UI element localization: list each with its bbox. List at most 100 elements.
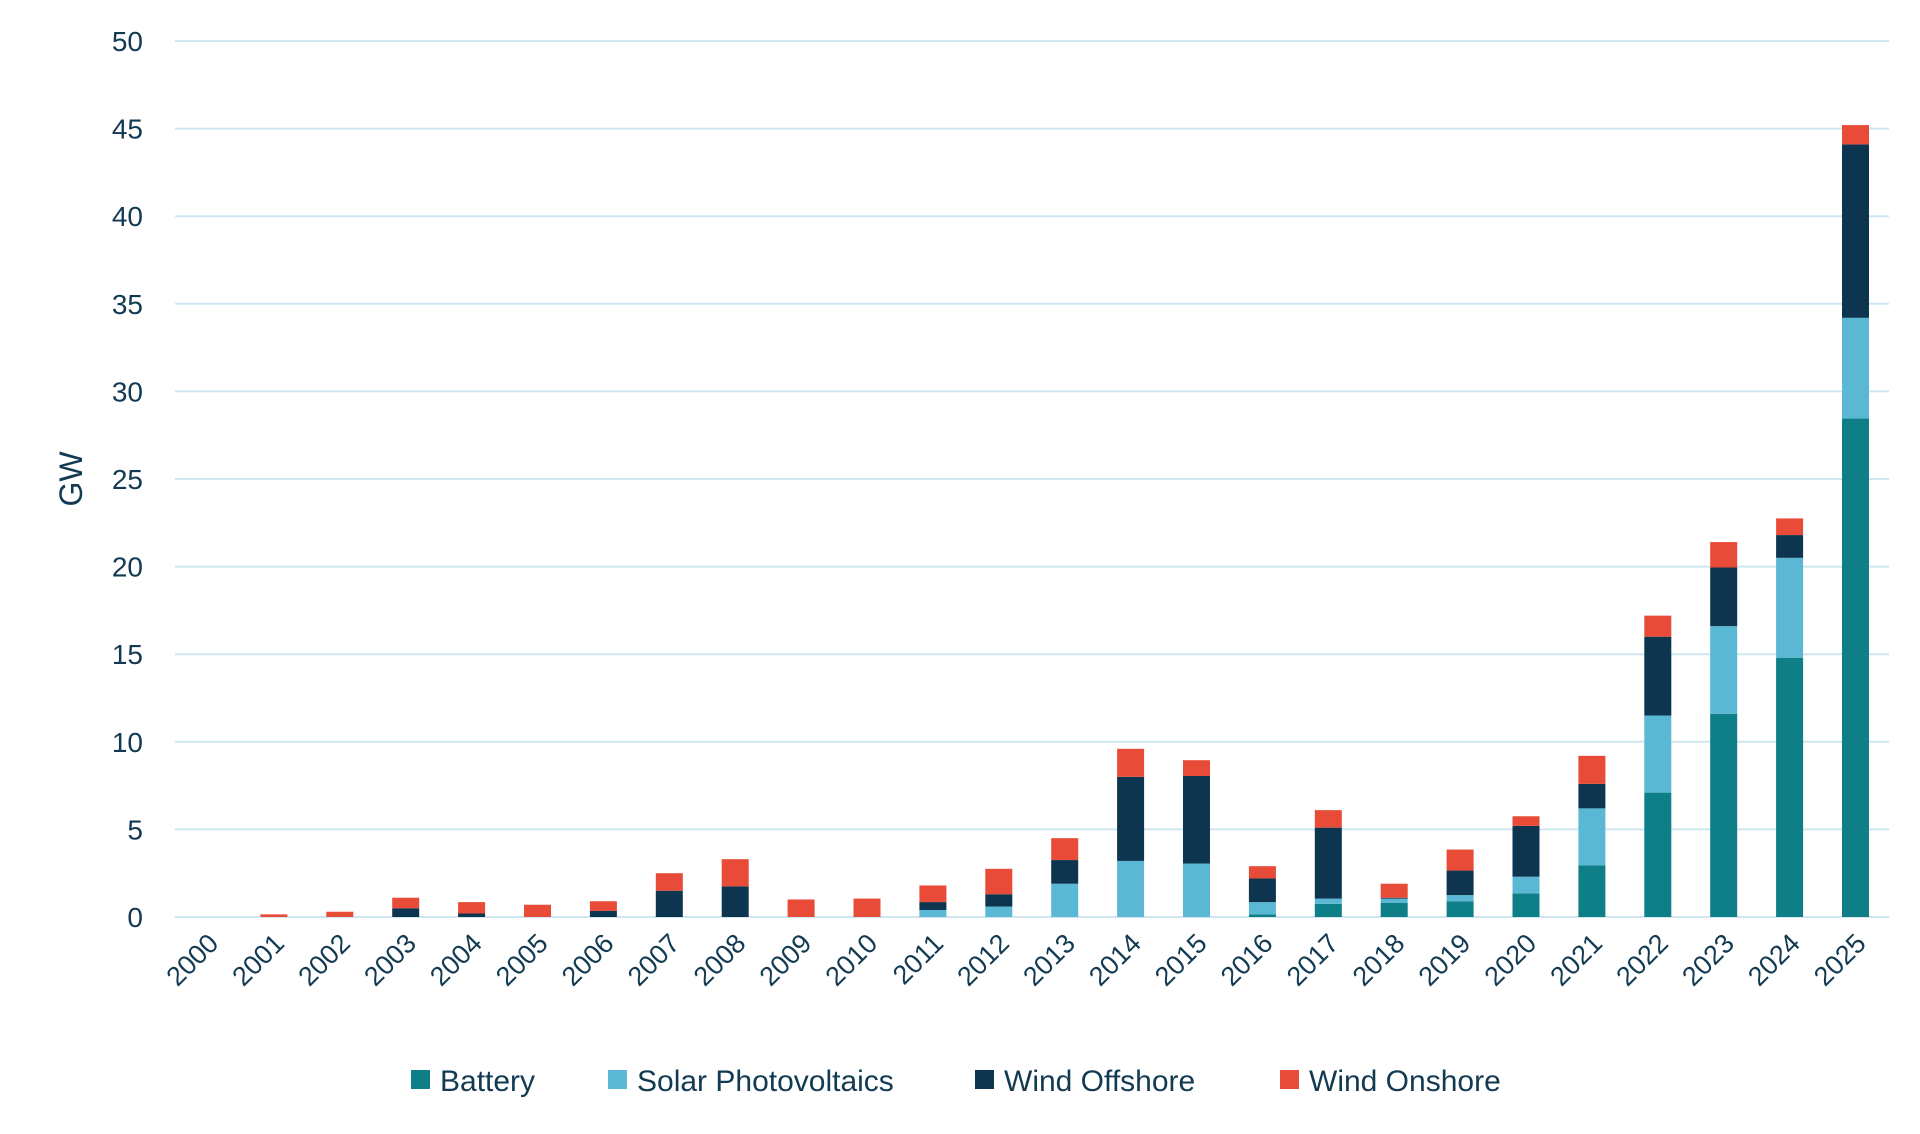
bar-wind-onshore-2013 [1051, 838, 1079, 861]
bar-wind-onshore-2014 [1117, 748, 1145, 777]
x-tick-label: 2020 [1479, 928, 1543, 992]
x-tick-label: 2009 [754, 928, 818, 992]
bar-wind-offshore-2019 [1446, 870, 1474, 896]
bar-wind-onshore-2011 [919, 885, 947, 903]
legend-label: Solar Photovoltaics [637, 1065, 894, 1098]
bar-wind-offshore-2011 [919, 902, 947, 910]
bar-solar-photovoltaics-2013 [1051, 883, 1079, 917]
bar-wind-onshore-2024 [1776, 518, 1804, 536]
x-tick-label: 2005 [490, 928, 554, 992]
bar-solar-photovoltaics-2018 [1380, 898, 1408, 903]
bars [260, 125, 1869, 917]
bar-solar-photovoltaics-2011 [919, 909, 947, 917]
bar-wind-onshore-2006 [589, 901, 617, 911]
y-tick-label: 35 [112, 289, 143, 320]
bar-wind-offshore-2016 [1248, 878, 1276, 903]
legend-swatch-wind-onshore [1280, 1070, 1299, 1089]
bar-solar-photovoltaics-2012 [985, 906, 1013, 917]
bar-wind-offshore-2024 [1776, 535, 1804, 558]
bar-solar-photovoltaics-2017 [1314, 898, 1342, 904]
bar-battery-2019 [1446, 901, 1474, 917]
bar-wind-onshore-2003 [392, 897, 420, 909]
bar-battery-2020 [1512, 893, 1540, 917]
bar-solar-photovoltaics-2022 [1644, 715, 1672, 793]
x-tick-label: 2018 [1347, 928, 1411, 992]
y-tick-label: 20 [112, 552, 143, 583]
bar-battery-2023 [1710, 713, 1738, 917]
bar-wind-onshore-2016 [1248, 866, 1276, 879]
bar-solar-photovoltaics-2023 [1710, 626, 1738, 714]
y-tick-label: 50 [112, 26, 143, 57]
legend: Battery Solar Photovoltaics Wind Offshore W… [411, 1065, 1501, 1098]
bar-solar-photovoltaics-2024 [1776, 557, 1804, 658]
bar-solar-photovoltaics-2020 [1512, 876, 1540, 894]
y-tick-label: 10 [112, 727, 143, 758]
bar-battery-2024 [1776, 657, 1804, 917]
bar-wind-onshore-2012 [985, 868, 1013, 895]
bar-wind-onshore-2018 [1380, 883, 1408, 898]
bar-wind-offshore-2004 [458, 913, 486, 917]
y-tick-label: 5 [127, 814, 143, 845]
x-tick-label: 2004 [424, 928, 488, 992]
bar-wind-onshore-2001 [260, 914, 288, 917]
y-tick-label: 25 [112, 464, 143, 495]
x-tick-label: 2012 [951, 928, 1015, 992]
bar-wind-offshore-2023 [1710, 567, 1738, 627]
x-tick-label: 2017 [1281, 928, 1345, 992]
bar-wind-offshore-2025 [1842, 144, 1869, 318]
x-tick-label: 2006 [556, 928, 620, 992]
x-tick-label: 2016 [1215, 928, 1279, 992]
x-tick-label: 2000 [161, 928, 225, 992]
bar-wind-onshore-2022 [1644, 615, 1672, 637]
x-tick-label: 2001 [226, 928, 290, 992]
x-tick-label: 2010 [820, 928, 884, 992]
bar-solar-photovoltaics-2015 [1183, 863, 1210, 917]
x-tick-label: 2007 [622, 928, 686, 992]
bar-wind-onshore-2020 [1512, 816, 1540, 826]
y-axis-ticks: 0 5 10 15 20 25 30 35 40 45 50 [112, 26, 143, 933]
bar-solar-photovoltaics-2019 [1446, 895, 1474, 902]
x-axis-ticks: 2000 2001 2002 2003 2004 2005 2006 2007 2008 2009… [161, 928, 1872, 992]
y-tick-label: 40 [112, 201, 143, 232]
y-tick-label: 45 [112, 114, 143, 145]
x-tick-label: 2019 [1413, 928, 1477, 992]
x-tick-label: 2002 [292, 928, 356, 992]
bar-battery-2016 [1248, 914, 1276, 917]
bar-wind-onshore-2019 [1446, 849, 1474, 871]
legend-swatch-wind-offshore [975, 1070, 994, 1089]
bar-wind-onshore-2025 [1842, 125, 1869, 145]
bar-wind-offshore-2017 [1314, 827, 1342, 899]
bar-wind-onshore-2010 [853, 898, 881, 917]
legend-label: Wind Offshore [1004, 1065, 1195, 1098]
bar-wind-offshore-2018 [1380, 897, 1408, 899]
bar-wind-offshore-2006 [589, 910, 617, 917]
bar-battery-2017 [1314, 903, 1342, 917]
bar-wind-offshore-2003 [392, 908, 420, 917]
x-tick-label: 2023 [1676, 928, 1740, 992]
bar-wind-offshore-2008 [721, 886, 749, 917]
x-tick-label: 2015 [1149, 928, 1213, 992]
x-tick-label: 2003 [358, 928, 422, 992]
legend-swatch-battery [411, 1070, 430, 1089]
bar-battery-2018 [1380, 902, 1408, 917]
bar-wind-offshore-2021 [1578, 783, 1606, 809]
legend-swatch-solar-photovoltaics [608, 1070, 627, 1089]
x-tick-label: 2008 [688, 928, 752, 992]
x-tick-label: 2022 [1610, 928, 1674, 992]
x-tick-label: 2025 [1808, 928, 1872, 992]
bar-wind-onshore-2002 [326, 911, 354, 917]
bar-wind-offshore-2020 [1512, 825, 1540, 877]
bar-battery-2022 [1644, 792, 1672, 917]
bar-wind-onshore-2009 [787, 899, 815, 917]
bar-wind-offshore-2007 [655, 890, 683, 917]
y-tick-label: 30 [112, 376, 143, 407]
bar-wind-onshore-2015 [1183, 760, 1210, 776]
bar-wind-offshore-2012 [985, 894, 1013, 907]
bar-wind-onshore-2004 [458, 902, 486, 914]
x-tick-label: 2021 [1544, 928, 1608, 992]
bar-battery-2025 [1842, 418, 1869, 917]
x-tick-label: 2011 [887, 928, 949, 990]
legend-label: Battery [440, 1065, 535, 1098]
x-tick-label: 2014 [1083, 928, 1147, 992]
